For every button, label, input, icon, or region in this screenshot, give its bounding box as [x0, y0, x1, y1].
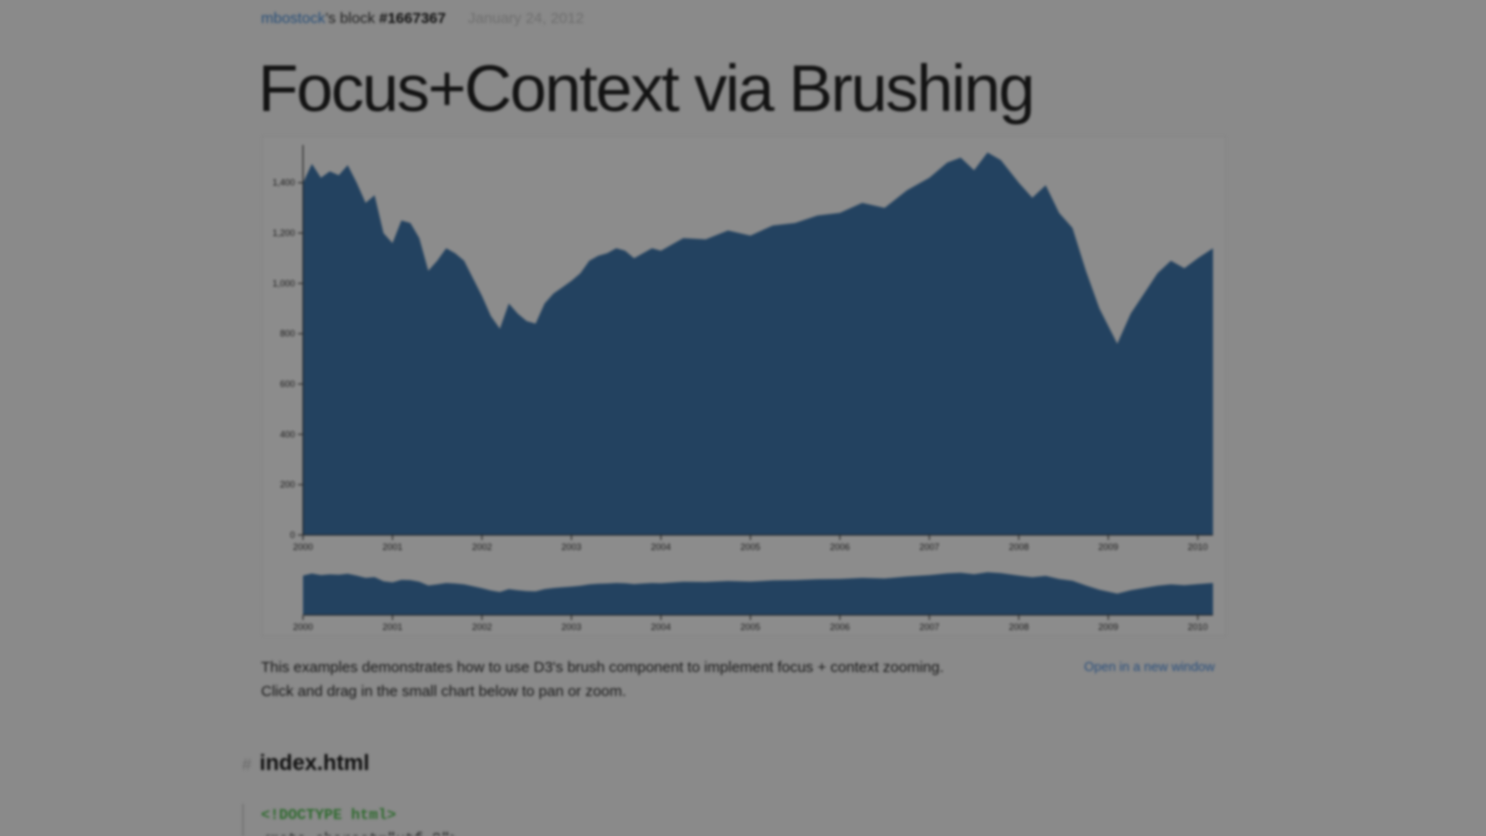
description: This examples demonstrates how to use D3… — [261, 659, 944, 700]
focus-x-tick-label: 2003 — [561, 542, 581, 552]
focus-x-tick-label: 2010 — [1188, 542, 1208, 552]
focus-x-tick-label: 2009 — [1098, 542, 1118, 552]
context-area — [303, 572, 1213, 615]
block-meta: mbostock’s block #1667367 January 24, 20… — [261, 10, 584, 27]
context-x-tick-label: 2010 — [1188, 622, 1208, 632]
file-anchor-link[interactable]: # — [242, 755, 252, 774]
context-x-tick-label: 2005 — [740, 622, 760, 632]
focus-x-tick-label: 2005 — [740, 542, 760, 552]
focus-x-tick-label: 2002 — [472, 542, 492, 552]
code-line-2: <meta charset="utf-8"> — [261, 828, 1241, 836]
focus-y-tick-label: 0 — [290, 530, 295, 540]
context-x-tick-label: 2002 — [472, 622, 492, 632]
context-brush-area[interactable] — [303, 559, 1213, 615]
focus-y-tick-label: 1,400 — [272, 178, 295, 188]
focus-y-tick-label: 200 — [280, 480, 295, 490]
block-date: January 24, 2012 — [468, 10, 584, 27]
focus-context-chart[interactable]: 0 200 400 600 800 1,000 1,200 1,400 2000 2001 2002… — [263, 137, 1225, 635]
focus-x-tick-label: 2008 — [1009, 542, 1029, 552]
file-name: index.html — [259, 750, 370, 775]
focus-y-tick-label: 1,200 — [272, 228, 295, 238]
context-x-tick-label: 2009 — [1098, 622, 1118, 632]
focus-x-tick-label: 2001 — [382, 542, 402, 552]
code-line-1: <!DOCTYPE html> — [261, 807, 397, 824]
file-heading: # index.html — [242, 750, 369, 776]
focus-y-tick-label: 1,000 — [272, 278, 295, 288]
context-x-tick-label: 2008 — [1009, 622, 1029, 632]
context-x-tick-label: 2001 — [382, 622, 402, 632]
context-x-tick-label: 2007 — [919, 622, 939, 632]
author-link[interactable]: mbostock — [261, 10, 326, 27]
block-suffix: ’s block — [325, 10, 375, 27]
context-x-tick-label: 2004 — [651, 622, 671, 632]
focus-y-tick-label: 800 — [280, 329, 295, 339]
block-id[interactable]: #1667367 — [379, 10, 446, 27]
page-title: Focus+Context via Brushing — [258, 51, 1035, 125]
context-x-tick-label: 2006 — [830, 622, 850, 632]
open-in-new-window-link[interactable]: Open in a new window — [1084, 659, 1215, 674]
context-x-tick-label: 2000 — [293, 622, 313, 632]
focus-x-tick-label: 2006 — [830, 542, 850, 552]
context-x-tick-label: 2003 — [561, 622, 581, 632]
focus-x-tick-label: 2000 — [293, 542, 313, 552]
chart-frame: 0 200 400 600 800 1,000 1,200 1,400 2000 2001 2002… — [262, 136, 1226, 636]
code-block: <!DOCTYPE html> <meta charset="utf-8"> — [242, 804, 1241, 836]
focus-y-tick-label: 600 — [280, 379, 295, 389]
focus-y-tick-label: 400 — [280, 429, 295, 439]
focus-x-tick-label: 2004 — [651, 542, 671, 552]
focus-x-tick-label: 2007 — [919, 542, 939, 552]
focus-area — [303, 152, 1213, 535]
